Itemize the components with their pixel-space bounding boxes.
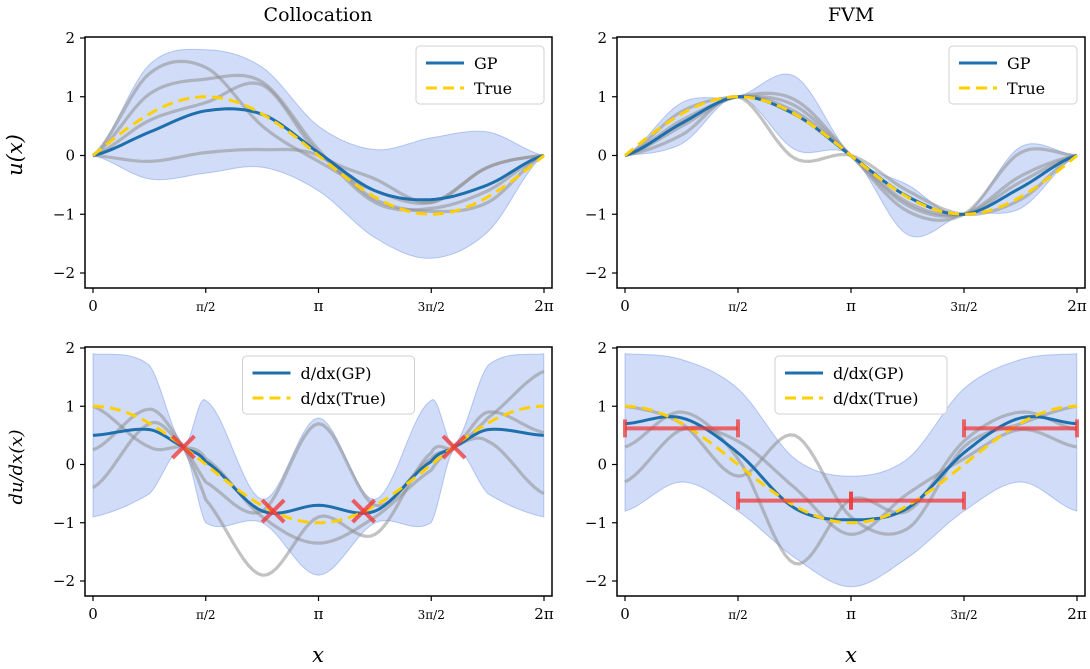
y-tick-label-4: −2 — [53, 572, 75, 590]
x-tick-label-4: 2π — [534, 605, 554, 623]
panel-fvm-u: 0 π/2 π 3π/2 2π 2 1 0 −1 −2 GP True — [585, 29, 1087, 315]
y-tick-label-1: 1 — [597, 88, 607, 106]
y-tick-label-1: 1 — [65, 88, 75, 106]
legend-label-true: d/dx(True) — [301, 389, 386, 408]
x-tick-label-1: π/2 — [196, 608, 216, 622]
confidence-band — [92, 353, 545, 576]
legend-frame — [242, 355, 415, 415]
y-tick-label-0: 2 — [65, 339, 75, 357]
panel-collocation-du: 0 π/2 π 3π/2 2π 2 1 0 −1 −2 d/dx(GP) d/dx(True) — [53, 339, 554, 623]
legend-frame — [774, 355, 948, 415]
y-label-bottom: du/dx(x) — [6, 429, 27, 504]
gp-mean-line — [624, 415, 1077, 522]
x-tick-label-3: 3π/2 — [950, 300, 977, 314]
x-tick-label-1: π/2 — [728, 608, 748, 622]
x-tick-label-3: 3π/2 — [418, 608, 445, 622]
true-line — [625, 404, 1077, 525]
panel-collocation-u: 0 π/2 π 3π/2 2π 2 1 0 −1 −2 GP True — [53, 29, 554, 315]
legend: d/dx(GP) d/dx(True) — [242, 355, 415, 415]
y-tick-label-2: 0 — [597, 456, 607, 474]
legend: d/dx(GP) d/dx(True) — [774, 355, 948, 415]
y-tick-label-0: 2 — [65, 29, 75, 47]
y-tick-label-4: −2 — [53, 264, 75, 282]
x-label-left: x — [312, 643, 324, 667]
legend-label-gp: d/dx(GP) — [833, 364, 904, 383]
x-tick-label-4: 2π — [1067, 297, 1087, 315]
y-tick-label-2: 0 — [65, 456, 75, 474]
confidence-band — [624, 353, 1078, 588]
y-tick-label-4: −2 — [585, 264, 607, 282]
y-tick-label-1: 1 — [597, 397, 607, 415]
sample-line-0 — [92, 407, 545, 577]
y-tick-label-2: 0 — [65, 147, 75, 165]
x-tick-label-1: π/2 — [196, 300, 216, 314]
x-tick-label-4: 2π — [1067, 605, 1087, 623]
legend-label-true: True — [1007, 79, 1045, 98]
legend-label-true: True — [474, 79, 512, 98]
x-tick-label-2: π — [314, 297, 324, 315]
x-tick-label-3: 3π/2 — [418, 300, 445, 314]
true-line — [93, 404, 544, 525]
legend-label-true: d/dx(True) — [833, 389, 918, 408]
y-tick-label-2: 0 — [597, 147, 607, 165]
legend-label-gp: GP — [474, 54, 498, 73]
col-title-collocation: Collocation — [264, 4, 373, 26]
x-tick-label-0: 0 — [88, 605, 98, 623]
x-tick-label-2: π — [846, 297, 856, 315]
y-tick-label-0: 2 — [597, 29, 607, 47]
y-tick-label-3: −1 — [585, 514, 607, 532]
x-tick-label-1: π/2 — [728, 300, 748, 314]
y-tick-label-3: −1 — [585, 205, 607, 223]
collocation-marker-2-b — [351, 498, 377, 524]
true-line — [624, 95, 1078, 216]
x-label-right: x — [845, 643, 857, 667]
legend-label-gp: d/dx(GP) — [301, 364, 372, 383]
panel-fvm-du: 0 π/2 π 3π/2 2π 2 1 0 −1 −2 d/dx(GP) d/dx(True) — [585, 339, 1087, 623]
collocation-marker-1-b — [260, 498, 286, 524]
collocation-marker-3-b — [441, 434, 467, 460]
collocation-marker-0-b — [171, 434, 196, 460]
legend-label-gp: GP — [1007, 54, 1031, 73]
x-tick-label-0: 0 — [88, 297, 98, 315]
y-tick-label-4: −2 — [585, 572, 607, 590]
legend: GP True — [948, 45, 1078, 105]
x-tick-label-2: π — [846, 605, 856, 623]
sample-line-0 — [92, 73, 545, 212]
x-tick-label-0: 0 — [620, 605, 630, 623]
y-tick-label-3: −1 — [53, 514, 75, 532]
x-tick-label-3: 3π/2 — [950, 608, 977, 622]
legend: GP True — [415, 45, 545, 105]
y-tick-label-3: −1 — [53, 205, 75, 223]
col-title-fvm: FVM — [828, 4, 874, 26]
y-tick-label-1: 1 — [65, 397, 75, 415]
y-label-top: u(x) — [3, 134, 27, 176]
x-tick-label-4: 2π — [534, 297, 554, 315]
x-tick-label-0: 0 — [620, 297, 630, 315]
y-tick-label-0: 2 — [597, 339, 607, 357]
true-line — [92, 95, 545, 216]
gp-mean-line — [92, 427, 544, 515]
gp-mean-line — [92, 107, 545, 202]
x-tick-label-2: π — [314, 605, 324, 623]
